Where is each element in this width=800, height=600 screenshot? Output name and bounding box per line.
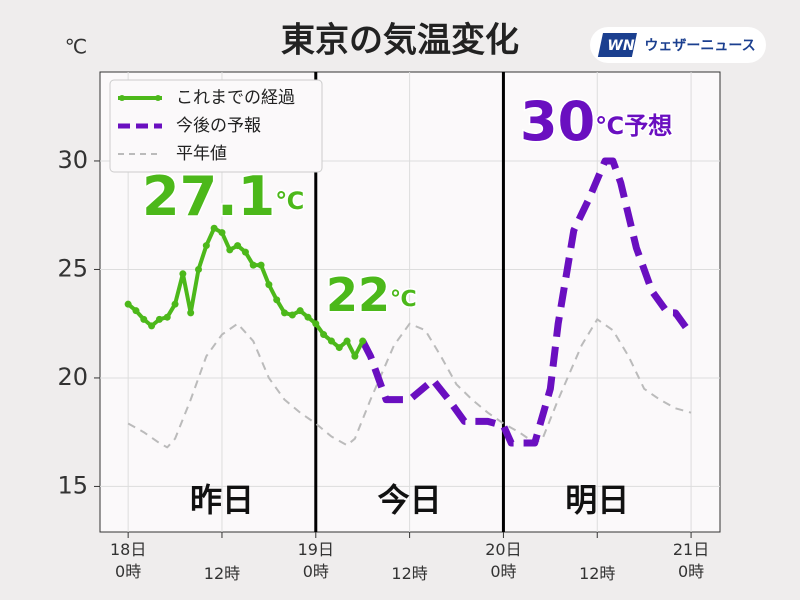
brand-mark: WN [607, 38, 634, 54]
point [226, 246, 234, 254]
x-tick-label: 12時 [391, 564, 427, 583]
point [171, 300, 179, 308]
point [320, 331, 328, 339]
annotation: 27.1℃ [142, 165, 304, 228]
point [155, 315, 163, 323]
day-label: 昨日 [190, 481, 254, 519]
point [327, 337, 335, 345]
annotation: 22℃ [326, 268, 417, 322]
x-tick-line: 12時 [391, 564, 427, 583]
x-tick-line: 12時 [204, 564, 240, 583]
point [132, 307, 140, 315]
point [288, 311, 296, 319]
point [163, 313, 171, 321]
x-tick-label: 19日 0時 [298, 540, 334, 581]
day-label: 今日 [378, 481, 442, 519]
point [210, 224, 218, 232]
y-tick-label: 15 [57, 471, 88, 499]
annotation-value: 30 [520, 90, 595, 153]
point [351, 352, 359, 360]
point [218, 229, 226, 237]
x-tick-line: 20日 [485, 540, 521, 559]
y-tick-label: 30 [57, 146, 88, 174]
point [140, 315, 148, 323]
annotation-unit: ℃ [390, 287, 417, 312]
x-tick-line: 21日 [673, 540, 709, 559]
annotation-unit: ℃ [275, 187, 304, 215]
x-tick-label: 21日 0時 [673, 540, 709, 581]
point [148, 322, 156, 330]
x-tick-line: 0時 [303, 562, 329, 581]
x-tick-line: 12時 [579, 564, 615, 583]
x-tick-label: 20日 0時 [485, 540, 521, 581]
x-tick-label: 12時 [579, 564, 615, 583]
point [273, 296, 281, 304]
annotation-value: 27.1 [142, 165, 275, 228]
point [257, 261, 265, 269]
point [195, 265, 203, 273]
point [234, 242, 242, 250]
legend-label: これまでの経過 [176, 88, 295, 108]
point [343, 337, 351, 345]
x-tick-label: 12時 [204, 564, 240, 583]
point [249, 261, 257, 269]
point [265, 281, 273, 289]
annotation-unit: ℃予想 [595, 112, 672, 140]
legend-label: 今後の予報 [176, 116, 261, 136]
legend-box [109, 79, 323, 173]
y-tick-label: 20 [57, 363, 88, 391]
point [124, 300, 132, 308]
x-tick-line: 0時 [490, 562, 516, 581]
x-tick-line: 18日 [110, 540, 146, 559]
x-tick-line: 0時 [678, 562, 704, 581]
point [202, 242, 210, 250]
series-line [359, 157, 694, 447]
brand-name: ウェザーニュース [644, 38, 755, 54]
day-label: 明日 [565, 481, 629, 519]
legend-marker [119, 95, 125, 101]
chart-title: 東京の気温変化 [281, 21, 519, 61]
point [296, 307, 304, 315]
point [281, 309, 289, 317]
point [312, 320, 320, 328]
x-tick-line: 0時 [115, 562, 141, 581]
point [335, 344, 343, 352]
y-unit: ℃ [65, 35, 87, 59]
brand-logo [597, 33, 637, 57]
point [359, 337, 367, 345]
point [187, 309, 195, 317]
annotation: 30℃予想 [520, 90, 672, 153]
point [304, 313, 312, 321]
annotation-value: 22 [326, 268, 390, 322]
point [241, 248, 249, 256]
x-tick-label: 18日 0時 [110, 540, 146, 581]
point [179, 270, 187, 278]
y-tick-label: 25 [57, 254, 88, 282]
x-tick-line: 19日 [298, 540, 334, 559]
legend-label: 平年値 [176, 144, 227, 164]
legend-marker [155, 95, 161, 101]
